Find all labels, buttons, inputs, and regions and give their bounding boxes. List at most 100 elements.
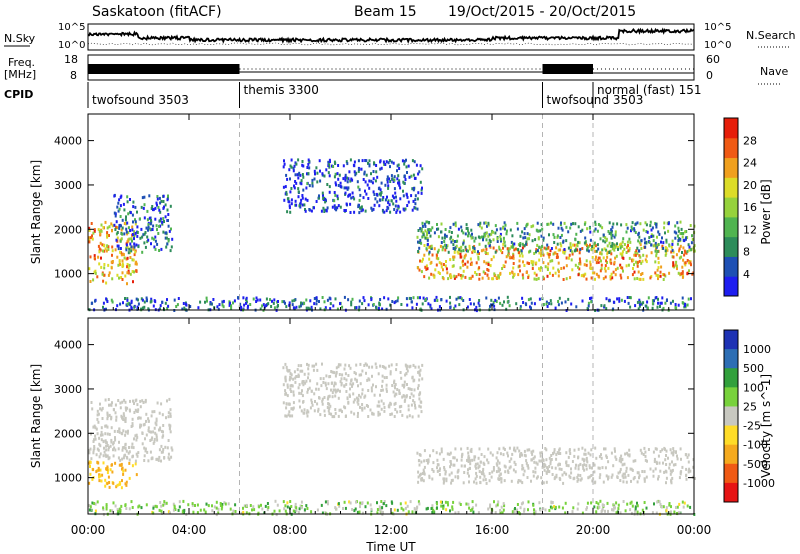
data-cell	[308, 184, 311, 188]
data-cell	[388, 159, 391, 162]
data-cell	[323, 210, 326, 213]
data-cell	[217, 307, 220, 311]
data-cell	[463, 464, 466, 468]
data-cell	[135, 473, 138, 477]
data-cell	[88, 238, 91, 242]
data-cell	[428, 276, 431, 280]
data-cell	[368, 186, 371, 190]
data-cell	[511, 234, 514, 238]
data-cell	[546, 268, 549, 271]
data-cell	[315, 166, 318, 170]
data-cell	[469, 462, 472, 466]
data-cell	[155, 224, 158, 228]
data-cell	[211, 504, 213, 508]
data-cell	[673, 510, 676, 514]
data-cell	[527, 464, 529, 468]
data-cell	[594, 223, 597, 226]
data-cell	[406, 204, 409, 207]
data-cell	[439, 467, 441, 471]
data-cell	[545, 458, 548, 462]
data-cell	[506, 295, 509, 299]
data-cell	[583, 452, 586, 456]
data-cell	[581, 446, 584, 450]
data-cell	[129, 211, 132, 215]
data-cell	[410, 300, 413, 304]
data-cell	[581, 228, 584, 232]
data-cell	[209, 302, 212, 306]
data-cell	[378, 412, 381, 416]
nsearch-tick-top: 10^5	[704, 22, 731, 33]
data-cell	[166, 306, 169, 310]
data-cell	[384, 183, 387, 187]
data-cell	[527, 466, 530, 470]
data-cell	[114, 248, 117, 252]
data-cell	[394, 204, 397, 208]
data-cell	[168, 397, 171, 401]
data-cell	[359, 405, 361, 409]
data-cell	[617, 507, 620, 511]
data-cell	[677, 271, 680, 275]
data-cell	[334, 394, 337, 398]
data-cell	[419, 296, 421, 300]
data-cell	[153, 299, 156, 303]
data-cell	[610, 231, 613, 235]
data-cell	[147, 228, 149, 232]
data-cell	[448, 230, 451, 234]
data-cell	[376, 511, 379, 515]
data-cell	[155, 201, 158, 205]
data-cell	[153, 245, 156, 249]
data-cell	[117, 510, 120, 514]
data-cell	[589, 243, 591, 247]
data-cell	[397, 204, 400, 208]
data-cell	[326, 298, 329, 302]
data-cell	[431, 504, 434, 508]
data-cell	[551, 466, 554, 470]
data-cell	[189, 305, 192, 308]
data-cell	[594, 249, 597, 253]
data-cell	[520, 452, 523, 455]
data-cell	[127, 269, 130, 273]
data-cell	[468, 480, 470, 484]
data-cell	[125, 248, 128, 252]
data-cell	[540, 266, 542, 270]
data-cell	[519, 454, 521, 458]
data-cell	[105, 448, 108, 452]
data-cell	[620, 458, 623, 461]
data-cell	[218, 303, 221, 307]
data-cell	[282, 500, 285, 504]
data-cell	[159, 210, 162, 214]
data-cell	[492, 300, 495, 304]
data-cell	[158, 224, 161, 228]
data-cell	[475, 474, 478, 478]
data-cell	[564, 501, 567, 505]
data-cell	[423, 275, 426, 279]
data-cell	[343, 384, 346, 388]
data-cell	[387, 199, 390, 203]
data-cell	[133, 245, 136, 249]
data-cell	[418, 378, 421, 382]
data-cell	[636, 277, 639, 280]
data-cell	[112, 448, 114, 452]
data-cell	[424, 229, 427, 233]
data-cell	[317, 407, 320, 411]
data-cell	[612, 300, 615, 304]
data-cell	[530, 301, 533, 305]
data-cell	[662, 505, 665, 509]
data-cell	[192, 510, 195, 514]
data-cell	[512, 468, 515, 472]
data-cell	[329, 302, 332, 306]
data-cell	[676, 234, 679, 238]
data-cell	[617, 471, 620, 475]
data-cell	[528, 448, 531, 452]
data-cell	[125, 408, 128, 412]
data-cell	[649, 224, 652, 228]
data-cell	[316, 368, 319, 372]
data-cell	[392, 390, 395, 394]
data-cell	[113, 211, 116, 215]
data-cell	[344, 175, 347, 179]
data-cell	[571, 510, 574, 514]
power-colorbar-frame	[723, 117, 739, 297]
data-cell	[659, 503, 662, 506]
data-cell	[671, 239, 674, 243]
data-cell	[98, 262, 101, 266]
